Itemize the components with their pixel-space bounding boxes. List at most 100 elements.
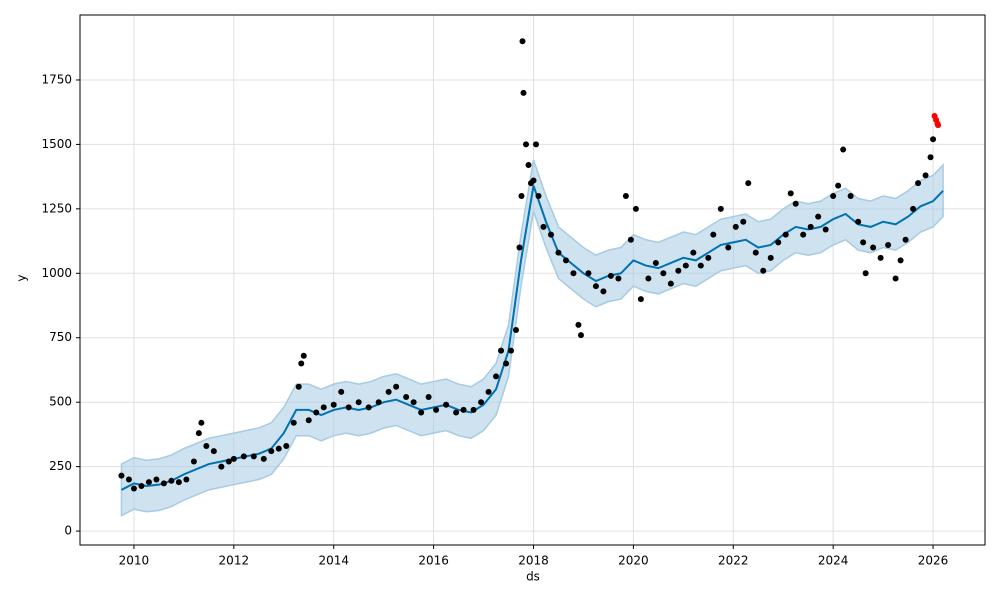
data-point (840, 146, 847, 153)
data-point (555, 249, 562, 256)
data-point (725, 244, 732, 251)
data-point (460, 406, 467, 413)
data-point (855, 218, 862, 225)
data-point (592, 283, 599, 290)
data-point (145, 479, 152, 486)
data-point (760, 267, 767, 274)
data-point (732, 223, 739, 230)
data-point (577, 332, 584, 339)
data-point (300, 352, 307, 359)
data-point (403, 394, 410, 401)
data-point (815, 213, 822, 220)
data-point (230, 455, 237, 462)
data-point (130, 485, 137, 492)
data-point (330, 401, 337, 408)
data-point (547, 231, 554, 238)
data-point (503, 360, 510, 367)
data-point (562, 257, 569, 264)
data-point (532, 141, 539, 148)
x-tick-label: 2022 (718, 554, 749, 568)
x-tick-label: 2014 (318, 554, 349, 568)
data-point (523, 141, 530, 148)
data-point (525, 162, 532, 169)
data-point (862, 270, 869, 277)
data-point (250, 453, 257, 460)
data-point (385, 388, 392, 395)
data-point (637, 296, 644, 303)
data-point (847, 192, 854, 199)
data-point (160, 480, 167, 487)
y-tick-label: 750 (49, 330, 72, 344)
data-point (393, 383, 400, 390)
data-point (892, 275, 899, 282)
data-point (125, 476, 132, 483)
data-point (433, 406, 440, 413)
data-point (675, 267, 682, 274)
y-tick-label: 500 (49, 395, 72, 409)
data-point (745, 180, 752, 187)
data-point (787, 190, 794, 197)
data-point (520, 89, 527, 96)
x-axis-label: ds (526, 570, 540, 584)
data-point (283, 443, 290, 450)
data-point (667, 280, 674, 287)
data-point (922, 172, 929, 179)
data-point (767, 254, 774, 261)
data-point (195, 430, 202, 437)
data-point (519, 38, 526, 45)
y-tick-label: 1500 (41, 137, 72, 151)
data-point (183, 476, 190, 483)
data-point (615, 275, 622, 282)
data-point (338, 388, 345, 395)
data-point (443, 401, 450, 408)
data-point (240, 453, 247, 460)
data-point (225, 458, 232, 465)
forecast-line (120, 185, 944, 491)
data-point (485, 388, 492, 395)
data-point (927, 154, 934, 161)
x-tick-label: 2018 (518, 554, 549, 568)
data-point (822, 226, 829, 233)
data-point (897, 257, 904, 264)
data-point (752, 249, 759, 256)
data-point (705, 254, 712, 261)
data-point (516, 244, 523, 251)
data-point (513, 327, 520, 334)
data-point (410, 399, 417, 406)
data-point (682, 262, 689, 269)
x-tick-label: 2012 (219, 554, 250, 568)
data-point (305, 417, 312, 424)
data-point (418, 409, 425, 416)
data-point (600, 288, 607, 295)
data-point (290, 419, 297, 426)
y-tick-label: 1250 (41, 201, 72, 215)
data-point (775, 239, 782, 246)
data-point (830, 192, 837, 199)
data-point (885, 241, 892, 248)
data-point (365, 404, 372, 411)
data-point (660, 270, 667, 277)
data-point (295, 383, 302, 390)
data-point (218, 463, 225, 470)
x-tick-label: 2016 (418, 554, 449, 568)
data-point (508, 347, 515, 354)
data-point (835, 182, 842, 189)
data-point (493, 373, 500, 380)
data-point (168, 477, 175, 484)
data-point (697, 262, 704, 269)
data-point (375, 399, 382, 406)
data-point (607, 272, 614, 279)
data-point (860, 239, 867, 246)
x-tick-label: 2024 (818, 554, 849, 568)
data-point (807, 223, 814, 230)
data-point (910, 205, 917, 212)
data-point (585, 270, 592, 277)
data-point (198, 419, 205, 426)
data-point (717, 205, 724, 212)
data-point (740, 218, 747, 225)
data-point (190, 458, 197, 465)
data-point (575, 321, 582, 328)
data-point (478, 399, 485, 406)
data-point (175, 479, 182, 486)
